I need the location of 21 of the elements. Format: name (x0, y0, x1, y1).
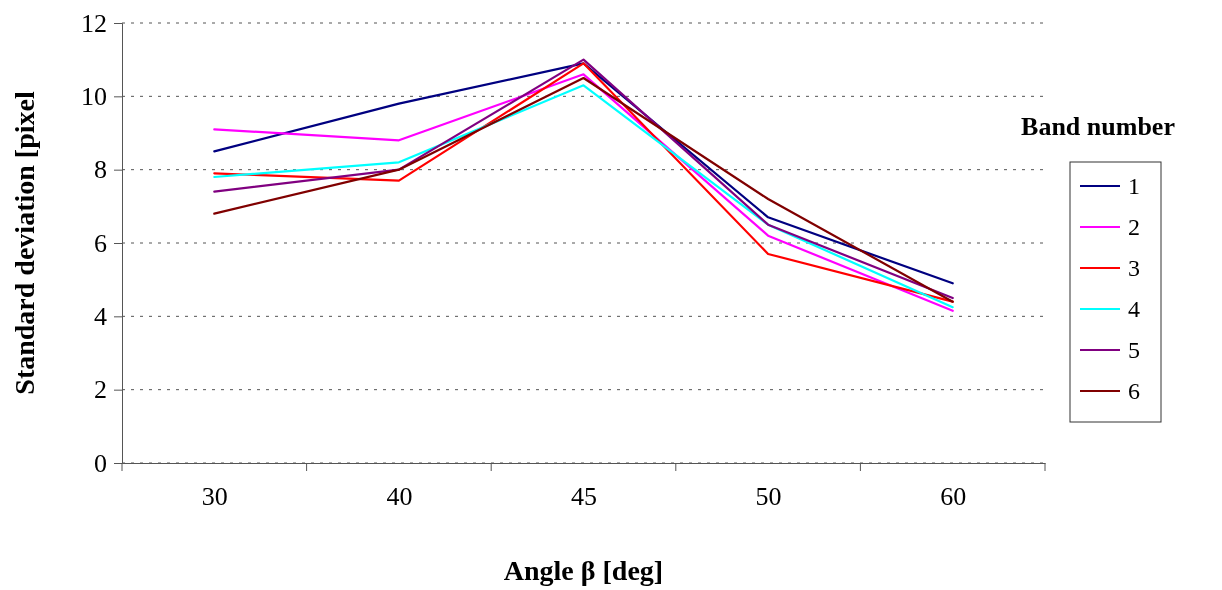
legend-label: 5 (1128, 337, 1140, 363)
y-tick-label: 6 (94, 228, 107, 258)
y-tick-label: 8 (94, 155, 107, 185)
legend-label: 6 (1128, 378, 1140, 404)
x-tick-label: 50 (755, 482, 782, 511)
legend-label: 2 (1128, 214, 1140, 240)
x-axis-title: Angle β [deg] (503, 555, 664, 586)
x-tick-label: 60 (940, 482, 967, 511)
legend-label: 3 (1128, 255, 1140, 281)
y-tick-label: 0 (94, 448, 107, 478)
x-tick-label: 30 (201, 482, 228, 511)
y-tick-label: 4 (94, 302, 107, 332)
y-tick-label: 10 (81, 82, 107, 112)
x-tick-label: 45 (571, 482, 597, 511)
y-tick-label: 12 (81, 8, 107, 38)
legend-title: Band number (1021, 112, 1175, 141)
x-tick-label: 40 (386, 482, 413, 511)
legend-label: 4 (1128, 296, 1140, 322)
legend-label: 1 (1128, 173, 1140, 199)
y-axis-title: Standard deviation [pixel (9, 91, 40, 395)
y-tick-label: 2 (94, 375, 107, 405)
